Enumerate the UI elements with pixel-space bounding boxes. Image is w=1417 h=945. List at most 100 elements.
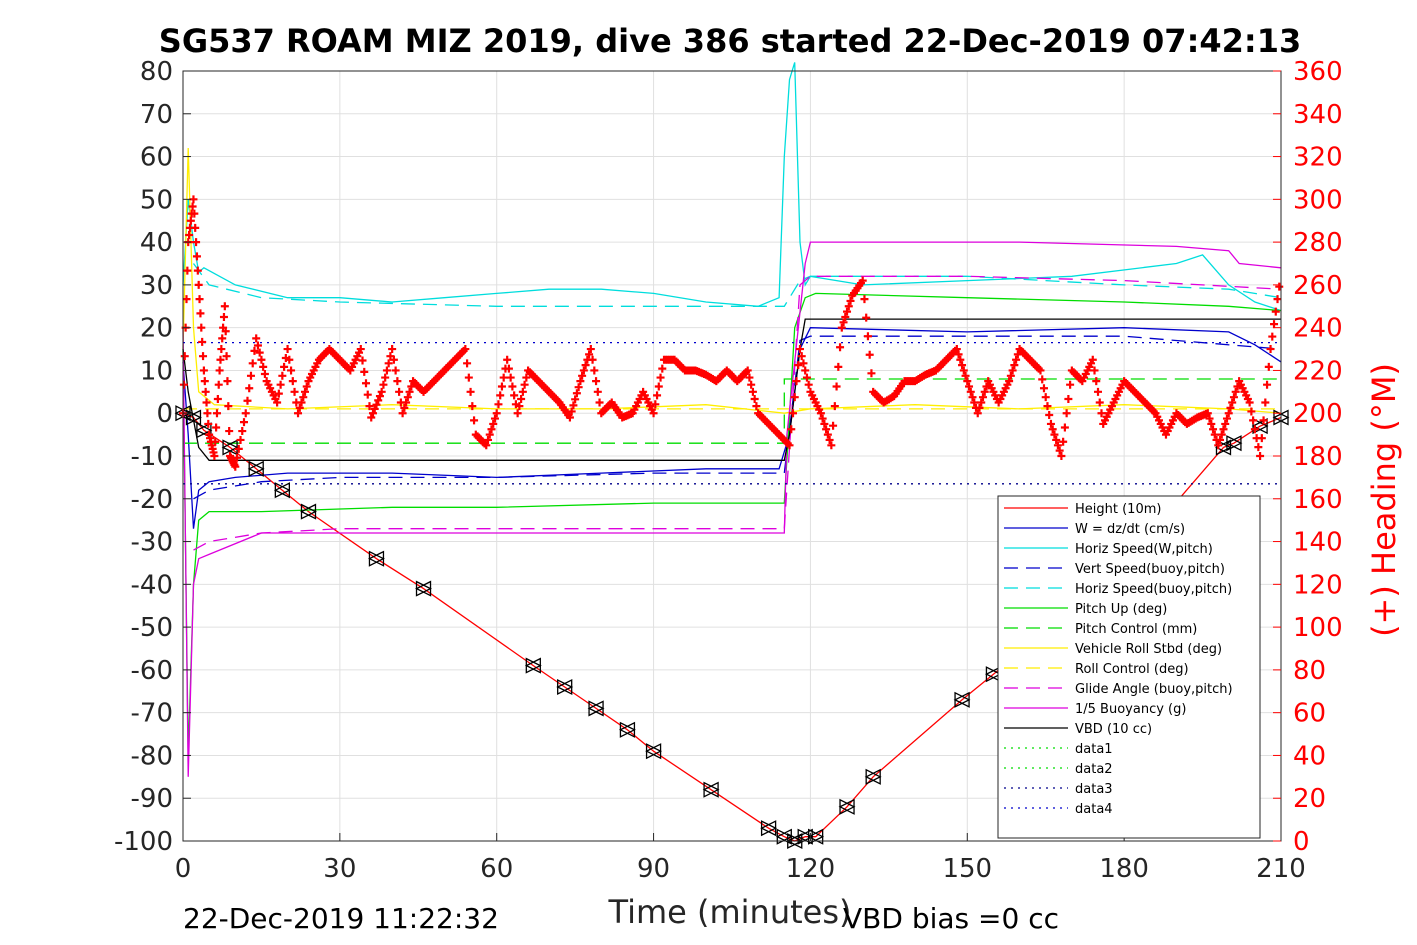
heading-point xyxy=(179,380,188,389)
y2-tick-label: 260 xyxy=(1293,271,1343,301)
heading-point xyxy=(190,209,199,218)
heading-point xyxy=(482,441,491,450)
height-marker-left xyxy=(702,781,719,798)
heading-point xyxy=(218,334,227,343)
heading-point xyxy=(966,387,975,396)
y2-tick-label: 160 xyxy=(1293,485,1343,515)
heading-point xyxy=(830,402,839,411)
heading-point xyxy=(489,419,498,428)
heading-point xyxy=(802,373,811,382)
heading-point xyxy=(231,462,240,471)
heading-point xyxy=(1088,355,1097,364)
heading-point xyxy=(1264,362,1273,371)
heading-point xyxy=(1245,398,1254,407)
heading-point xyxy=(658,364,667,373)
heading-point xyxy=(241,409,250,418)
heading-point xyxy=(301,387,309,396)
heading-point xyxy=(294,409,303,418)
heading-point xyxy=(280,362,289,371)
heading-point xyxy=(958,361,967,370)
heading-point xyxy=(214,380,223,389)
y-tick-label: -100 xyxy=(114,827,173,857)
heading-point xyxy=(389,355,398,364)
heading-point xyxy=(197,323,206,332)
heading-point xyxy=(975,403,984,412)
y-tick-label: -10 xyxy=(131,442,173,472)
heading-point xyxy=(1094,387,1102,396)
heading-point xyxy=(1229,393,1238,402)
heading-point xyxy=(593,387,602,396)
y2-tick-label: 120 xyxy=(1293,570,1343,600)
height-marker-left xyxy=(221,439,238,456)
heading-point xyxy=(393,377,402,386)
y2-tick-label: 60 xyxy=(1293,699,1326,729)
heading-point xyxy=(863,332,872,341)
heading-point xyxy=(485,430,494,439)
heading-point xyxy=(1057,452,1066,460)
x-tick-label: 0 xyxy=(175,854,192,884)
heading-point xyxy=(375,392,384,401)
heading-point xyxy=(961,371,970,380)
heading-point xyxy=(832,382,841,391)
heading-point xyxy=(1275,282,1284,291)
series-line-vbd-10-cc xyxy=(182,318,1281,461)
heading-point xyxy=(211,437,220,446)
heading-point xyxy=(200,377,209,386)
right-axis: 3603403203002802602402202001801601401201… xyxy=(1273,57,1343,857)
heading-point xyxy=(518,387,527,396)
heading-point xyxy=(1221,419,1230,428)
heading-point xyxy=(220,302,229,311)
heading-point xyxy=(1041,393,1050,402)
heading-point xyxy=(1210,430,1219,439)
heading-point xyxy=(487,425,496,434)
heading-point xyxy=(195,295,204,304)
y-tick-label: -40 xyxy=(131,570,173,600)
heading-point xyxy=(222,352,231,361)
y-tick-label: 80 xyxy=(140,57,173,87)
heading-point xyxy=(804,380,813,389)
height-marker-left xyxy=(368,550,385,567)
heading-point xyxy=(785,441,794,450)
height-marker-left xyxy=(864,768,881,785)
heading-point xyxy=(204,419,213,428)
heading-point xyxy=(1250,425,1259,434)
heading-point xyxy=(860,295,869,304)
heading-point xyxy=(846,296,855,305)
heading-point xyxy=(829,421,838,430)
y-tick-label: 10 xyxy=(140,356,173,386)
heading-point xyxy=(790,393,799,402)
heading-point xyxy=(823,430,832,439)
heading-point xyxy=(792,377,801,386)
heading-point xyxy=(253,341,262,350)
heading-point xyxy=(1257,434,1266,443)
heading-point xyxy=(285,355,294,364)
heading-point xyxy=(1092,377,1101,386)
heading-point xyxy=(381,373,390,382)
heading-point xyxy=(368,409,377,418)
legend-label: Pitch Up (deg) xyxy=(1075,602,1167,617)
y2-tick-label: 100 xyxy=(1293,613,1343,643)
heading-point xyxy=(653,391,662,400)
heading-point xyxy=(288,377,297,386)
y-tick-label: -30 xyxy=(131,528,173,558)
heading-point xyxy=(1259,416,1268,425)
heading-point xyxy=(973,409,982,418)
heading-point xyxy=(963,377,972,386)
heading-point xyxy=(278,371,287,380)
heading-point xyxy=(499,373,508,382)
heading-point xyxy=(213,394,222,403)
heading-point xyxy=(571,395,580,404)
heading-point xyxy=(398,409,407,418)
heading-point xyxy=(302,382,311,391)
heading-point xyxy=(1090,366,1099,375)
heading-point xyxy=(217,345,226,354)
heading-point xyxy=(569,401,578,410)
heading-point xyxy=(223,377,232,386)
y2-tick-label: 20 xyxy=(1293,784,1326,814)
heading-point xyxy=(581,361,590,370)
heading-point xyxy=(743,366,752,375)
heading-point xyxy=(1261,398,1270,407)
heading-point xyxy=(360,367,369,376)
series-line-horiz-speed-buoy-pitch xyxy=(192,263,1282,307)
height-marker-left xyxy=(1251,418,1268,435)
